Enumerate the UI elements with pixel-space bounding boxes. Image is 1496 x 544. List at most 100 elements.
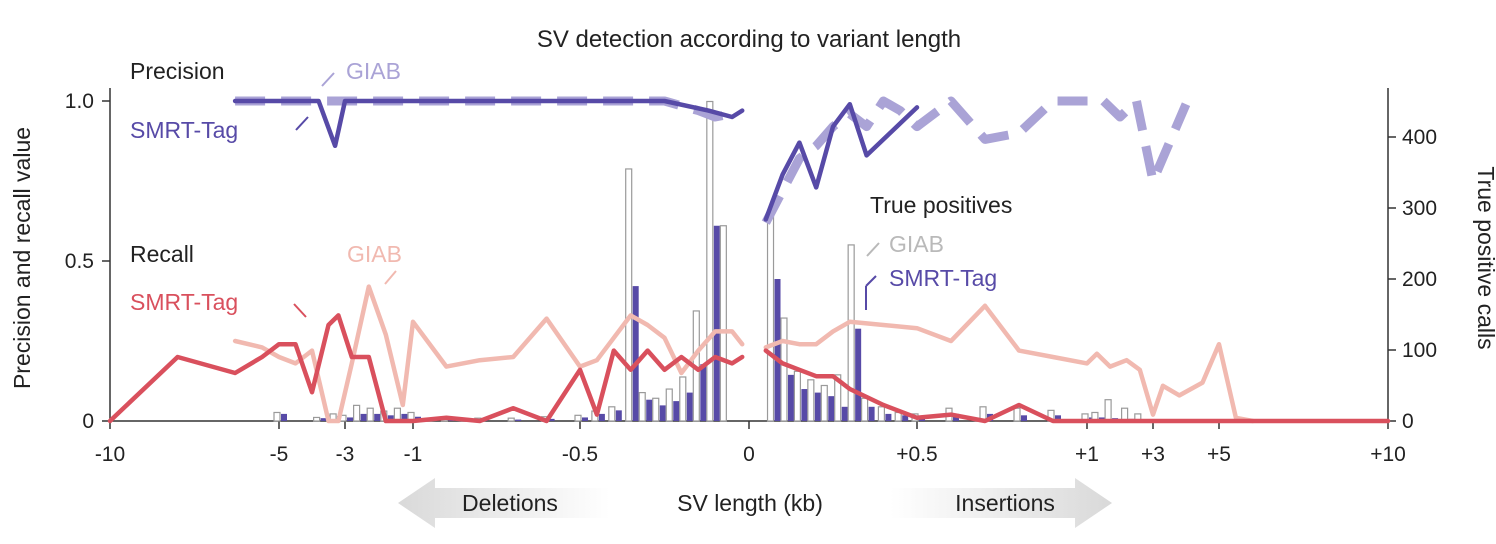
legend-recall-title: Recall: [130, 241, 194, 267]
x-tick-label: +1: [1075, 443, 1099, 466]
bar-smrt: [828, 396, 835, 421]
bar-smrt: [1021, 415, 1027, 421]
bar-smrt: [787, 374, 794, 421]
bar-giab: [834, 374, 842, 422]
series-precision-giab: [235, 96, 733, 122]
bar-smrt: [632, 286, 639, 421]
bar-giab: [807, 379, 815, 422]
bar-smrt: [515, 419, 522, 421]
bar-giab: [877, 406, 886, 422]
legend-tp-smrt-tick-b: [865, 275, 877, 287]
bar-giab: [507, 417, 515, 422]
x-tick-label: +3: [1141, 443, 1165, 466]
bar-giab: [793, 370, 802, 422]
bar-giab: [625, 168, 633, 422]
bar-smrt: [686, 392, 693, 421]
bar-smrt: [713, 225, 720, 421]
bar-smrt: [700, 364, 707, 421]
y-left-tick-label: 0: [82, 410, 94, 433]
bar-giab: [1013, 407, 1021, 422]
bar-giab: [860, 397, 869, 422]
bar-smrt: [615, 410, 622, 421]
deletions-label: Deletions: [462, 490, 558, 516]
bar-smrt: [841, 406, 848, 421]
y-left-tick-label: 1.0: [65, 90, 94, 113]
bar-giab: [820, 384, 828, 422]
bar-smrt: [801, 389, 808, 421]
bar-giab: [766, 210, 775, 422]
bar-giab: [574, 414, 582, 422]
bar-giab: [652, 397, 660, 422]
series-precision-smrt-tag: [232, 98, 745, 149]
axes: -10 -5 -3 -1 -0.5 0 +0.5 +1 +3 +5 +10 0 0.5 1.0 0 100 20…: [65, 88, 1437, 466]
legend-precision-title: Precision: [130, 58, 225, 84]
bar-smrt: [902, 415, 909, 421]
bar-giab: [719, 225, 727, 422]
y-right-tick-label: 100: [1402, 339, 1437, 362]
series-precision-giab: [761, 96, 1191, 225]
bar-giab: [706, 100, 714, 422]
bar-smrt: [646, 399, 653, 421]
series-recall-smrt-tag: [107, 313, 745, 424]
y-right-label: True positive calls: [1473, 166, 1496, 349]
bar-smrt: [855, 328, 862, 421]
bar-smrt: [885, 413, 892, 421]
x-tick-label: -1: [404, 443, 423, 466]
legend-precision-giab: GIAB: [346, 58, 401, 84]
lines-group: [107, 96, 1391, 424]
bar-smrt: [673, 401, 680, 421]
x-axis-label: SV length (kb): [677, 490, 823, 516]
y-right-tick-label: 200: [1402, 268, 1437, 291]
deletions-arrow: [398, 478, 610, 528]
x-tick-label: -0.5: [562, 443, 598, 466]
insertions-arrow: [890, 478, 1112, 528]
bar-smrt: [401, 413, 408, 421]
bar-smrt: [281, 413, 287, 421]
bar-smrt: [659, 405, 666, 421]
bar-smrt: [868, 406, 875, 421]
x-tick-label: +5: [1207, 443, 1231, 466]
bar-smrt: [548, 418, 555, 421]
x-tick-label: +10: [1370, 443, 1406, 466]
bar-smrt: [320, 418, 327, 421]
x-tick-label: -5: [270, 443, 289, 466]
bar-smrt: [598, 413, 605, 421]
insertions-label: Insertions: [955, 490, 1055, 516]
bar-giab: [313, 416, 321, 422]
bar-smrt: [1055, 415, 1061, 421]
x-tick-label: -10: [95, 443, 125, 466]
bar-giab: [780, 317, 788, 422]
bar-giab: [847, 244, 855, 422]
legend-precision-smrt-tick: [295, 116, 309, 131]
bar-smrt: [774, 279, 781, 421]
x-tick-label: +0.5: [896, 443, 937, 466]
legend-precision-smrt: SMRT-Tag: [130, 117, 238, 143]
series-precision-smrt-tag: [763, 101, 920, 222]
legend-tp-giab-tick: [866, 242, 880, 257]
legend-recall-giab: GIAB: [347, 241, 402, 267]
y-left-label: Precision and recall value: [9, 127, 35, 389]
series-recall-giab: [763, 303, 1256, 424]
bar-smrt: [387, 415, 394, 421]
legend-tp-smrt: SMRT-Tag: [889, 265, 997, 291]
y-right-tick-label: 0: [1402, 410, 1414, 433]
y-right-tick-label: 300: [1402, 197, 1437, 220]
bar-giab: [366, 407, 374, 422]
bar-smrt: [360, 413, 367, 421]
bar-smrt: [374, 413, 381, 421]
legend-recall-giab-tick: [384, 270, 397, 285]
bar-giab: [638, 392, 646, 422]
bar-smrt: [347, 417, 353, 421]
legend-recall-smrt-tick: [293, 303, 307, 318]
legend-precision-giab-tick: [321, 72, 335, 87]
bar-giab: [665, 388, 673, 422]
y-left-tick-label: 0.5: [65, 250, 94, 273]
x-tick-label: 0: [743, 443, 755, 466]
y-right-tick-label: 400: [1402, 126, 1437, 149]
x-tick-label: -3: [336, 443, 355, 466]
chart-title: SV detection according to variant length: [537, 26, 961, 53]
bar-smrt: [814, 392, 821, 421]
series-recall-smrt-tag: [763, 348, 1391, 424]
bar-smrt: [582, 417, 588, 421]
